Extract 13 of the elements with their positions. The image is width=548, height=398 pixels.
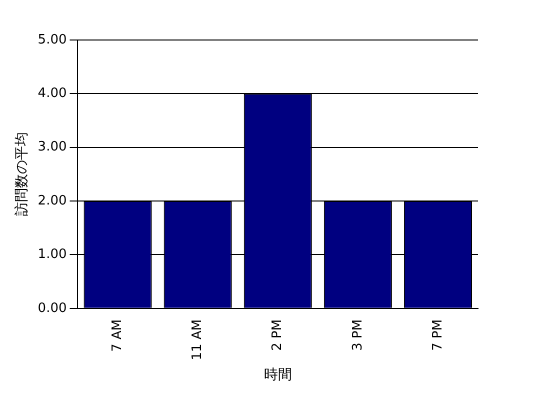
y-axis-title: 訪問数の平均 [14,132,30,216]
x-tick-label: 3 PM [350,319,366,351]
x-tick-label: 7 AM [110,319,126,352]
y-tick-label: 3.00 [38,140,67,155]
x-tick-label: 2 PM [270,319,286,351]
y-tick-label: 2.00 [38,193,67,208]
x-axis-title: 時間 [264,367,292,384]
y-tick-label: 5.00 [38,32,67,48]
y-tick-label: 4.00 [38,86,67,102]
x-tick-label: 7 PM [430,319,446,351]
y-tick-label: 0.00 [38,300,67,316]
x-tick-label: 11 AM [190,319,206,360]
y-tick-label: 1.00 [38,247,67,262]
